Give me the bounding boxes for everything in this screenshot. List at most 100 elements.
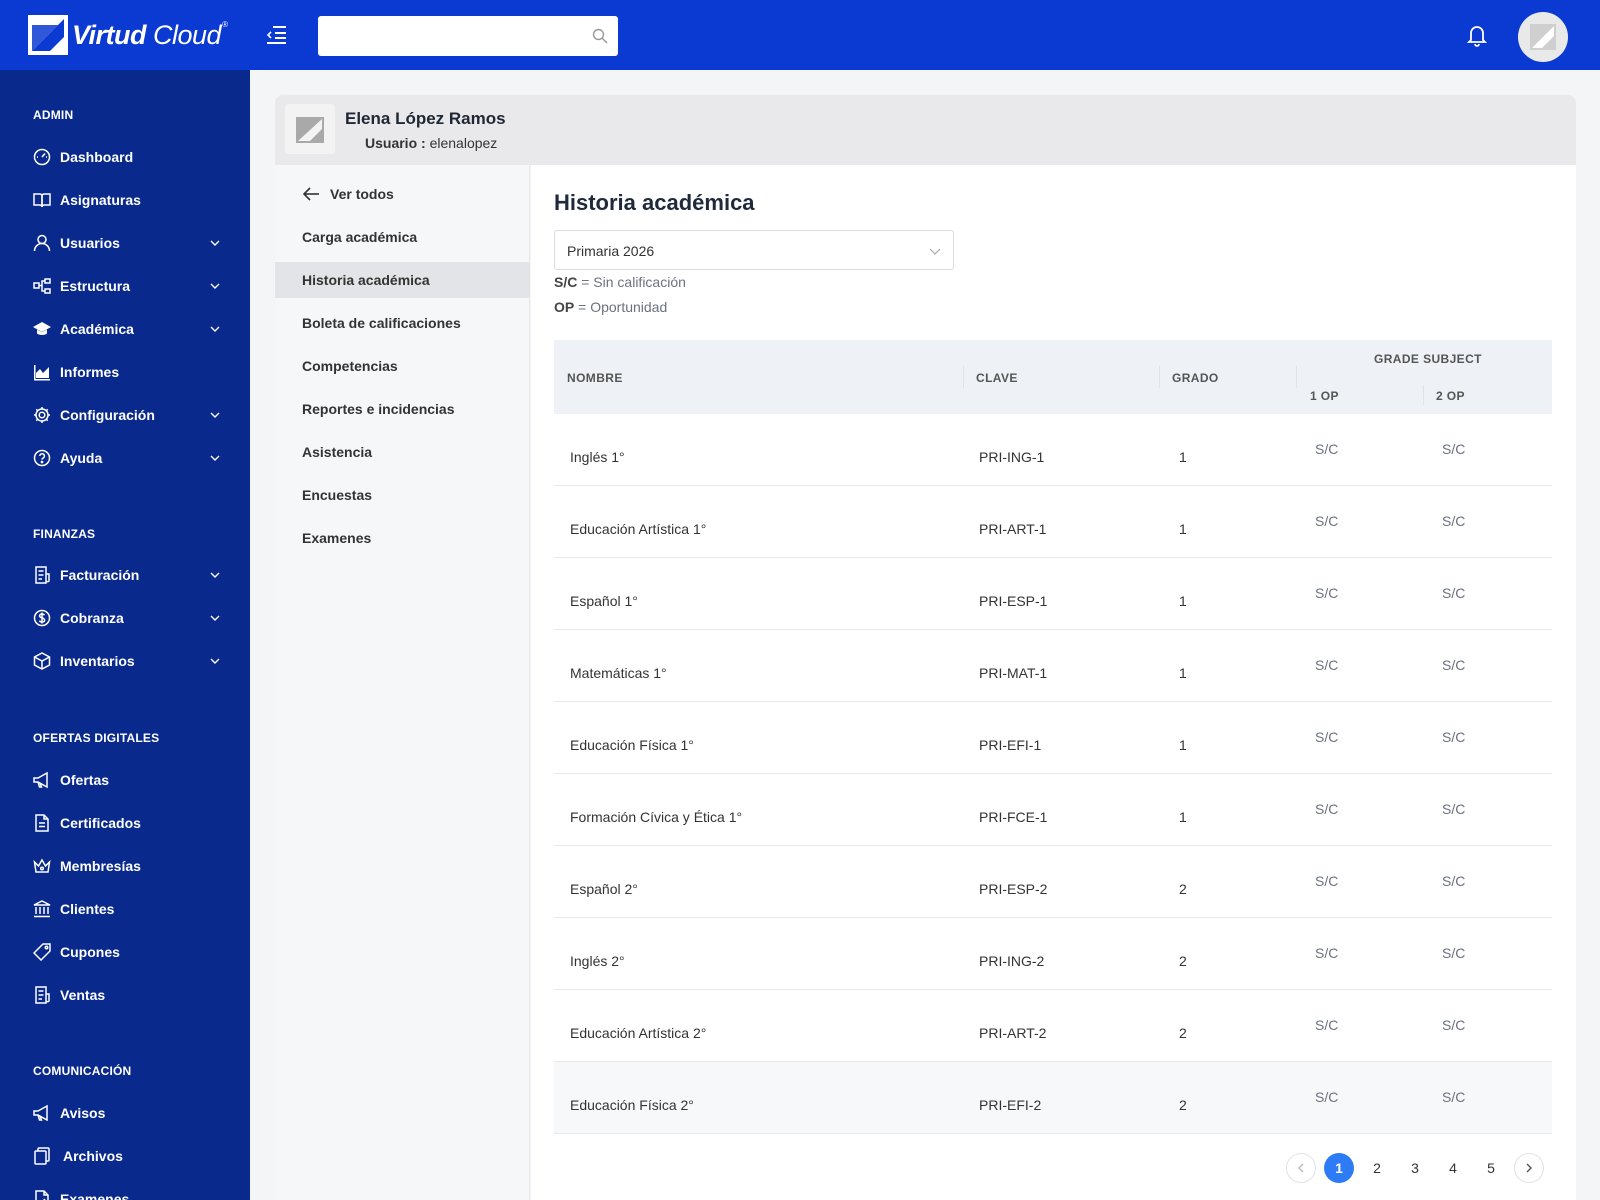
dollar-icon	[33, 609, 51, 627]
sidebar-item-facturacion[interactable]: Facturación	[0, 555, 250, 595]
sidebar-item-ofertas[interactable]: Ofertas	[0, 760, 250, 800]
sidebar-item-configuracion[interactable]: Configuración	[0, 395, 250, 435]
subnav-item-historia-academica[interactable]: Historia académica	[275, 262, 530, 298]
table-row[interactable]: Español 1° PRI-ESP-1 1 S/C S/C	[554, 558, 1552, 630]
table-row[interactable]: Español 2° PRI-ESP-2 2 S/C S/C	[554, 846, 1552, 918]
next-page-button[interactable]	[1514, 1153, 1544, 1183]
subnav-item-competencias[interactable]: Competencias	[302, 358, 398, 374]
legend-abbr: S/C	[554, 274, 578, 290]
column-header-op2[interactable]: 2 OP	[1436, 389, 1465, 403]
sidebar-item-dashboard[interactable]: Dashboard	[0, 137, 250, 177]
column-divider	[1296, 366, 1297, 388]
cell-op2: S/C	[1442, 729, 1466, 745]
page-button[interactable]: 5	[1487, 1160, 1495, 1176]
chevron-left-icon	[1298, 1163, 1304, 1173]
subnav-item-carga-academica[interactable]: Carga académica	[302, 229, 418, 245]
chevron-down-icon	[210, 283, 220, 289]
column-divider	[1159, 366, 1160, 388]
column-header-nombre[interactable]: NOMBRE	[567, 371, 623, 385]
page-title: Historia académica	[554, 190, 755, 215]
user-avatar[interactable]	[1518, 12, 1568, 62]
profile-photo	[285, 104, 335, 154]
sidebar-item-academica[interactable]: Académica	[0, 309, 250, 349]
sidebar-item-examenes[interactable]: Examenes	[0, 1179, 250, 1200]
period-select[interactable]: Primaria 2026	[554, 230, 954, 270]
page-button[interactable]: 1	[1324, 1153, 1354, 1183]
cell-grado: 1	[1179, 665, 1187, 681]
profile-name: Elena López Ramos	[345, 109, 506, 128]
chart-icon	[34, 365, 50, 381]
cell-nombre: Educación Física 1°	[570, 737, 694, 753]
back-label: Ver todos	[330, 186, 394, 202]
student-subnav: Ver todos Carga académica Historia acadé…	[275, 165, 530, 1200]
table-row[interactable]: Educación Artística 2° PRI-ART-2 2 S/C S/C	[554, 990, 1552, 1062]
cell-op1: S/C	[1315, 657, 1339, 673]
files-icon	[34, 1147, 50, 1165]
sidebar-item-membresias[interactable]: Membresías	[0, 846, 250, 886]
legend-sc: S/C = Sin calificación	[554, 274, 686, 290]
megaphone-icon	[33, 1104, 48, 1122]
table-row[interactable]: Educación Física 1° PRI-EFI-1 1 S/C S/C	[554, 702, 1552, 774]
sidebar-item-cobranza[interactable]: Cobranza	[0, 598, 250, 638]
chevron-down-icon	[210, 412, 220, 418]
table-row[interactable]: Educación Artística 1° PRI-ART-1 1 S/C S/C	[554, 486, 1552, 558]
column-header-grado[interactable]: GRADO	[1172, 371, 1219, 385]
brand-logo[interactable]: Virtud Cloud®	[28, 15, 228, 55]
cell-op2: S/C	[1442, 585, 1466, 601]
invoice-icon	[35, 566, 50, 584]
sidebar-item-label: Certificados	[60, 815, 141, 831]
page-button[interactable]: 4	[1449, 1160, 1457, 1176]
username-value: elenalopez	[429, 135, 498, 151]
notifications-bell-icon[interactable]	[1466, 23, 1488, 47]
cell-op2: S/C	[1442, 873, 1466, 889]
sidebar-item-ventas[interactable]: Ventas	[0, 975, 250, 1015]
cell-nombre: Educación Artística 1°	[570, 521, 707, 537]
back-to-all-link[interactable]: Ver todos	[275, 176, 530, 212]
sidebar-item-ayuda[interactable]: Ayuda	[0, 438, 250, 478]
subnav-item-asistencia[interactable]: Asistencia	[302, 444, 373, 460]
sidebar-item-usuarios[interactable]: Usuarios	[0, 223, 250, 263]
column-header-op1[interactable]: 1 OP	[1310, 389, 1339, 403]
cell-grado: 1	[1179, 809, 1187, 825]
sidebar-item-estructura[interactable]: Estructura	[0, 266, 250, 306]
sidebar-item-label: Ayuda	[60, 450, 103, 466]
user-icon	[33, 234, 51, 252]
sidebar-item-label: Membresías	[60, 858, 141, 874]
subnav-item-encuestas[interactable]: Encuestas	[302, 487, 373, 503]
table-row[interactable]: Inglés 1° PRI-ING-1 1 S/C S/C	[554, 414, 1552, 486]
table-row[interactable]: Formación Cívica y Ética 1° PRI-FCE-1 1 S/C…	[554, 774, 1552, 846]
sidebar-item-certificados[interactable]: Certificados	[0, 803, 250, 843]
sidebar-item-informes[interactable]: Informes	[0, 352, 250, 392]
search-icon[interactable]	[592, 28, 608, 44]
chevron-down-icon	[210, 326, 220, 332]
sidebar-item-label: Asignaturas	[60, 192, 141, 208]
sidebar-item-avisos[interactable]: Avisos	[0, 1093, 250, 1133]
subnav-item-boleta[interactable]: Boleta de calificaciones	[302, 315, 461, 331]
sidebar-item-inventarios[interactable]: Inventarios	[0, 641, 250, 681]
subnav-item-examenes[interactable]: Examenes	[302, 530, 372, 546]
sidebar-item-clientes[interactable]: Clientes	[0, 889, 250, 929]
page-button[interactable]: 2	[1373, 1160, 1381, 1176]
prev-page-button[interactable]	[1286, 1153, 1316, 1183]
main-panel: Historia académica Primaria 2026 S/C = S…	[531, 165, 1576, 1200]
chevron-down-icon	[210, 615, 220, 621]
column-header-clave[interactable]: CLAVE	[976, 371, 1018, 385]
cell-clave: PRI-MAT-1	[979, 665, 1048, 681]
menu-toggle-icon[interactable]	[264, 22, 290, 48]
book-icon	[33, 193, 51, 208]
sidebar-item-asignaturas[interactable]: Asignaturas	[0, 180, 250, 220]
subnav-item-reportes[interactable]: Reportes e incidencias	[302, 401, 455, 417]
cell-clave: PRI-ART-2	[979, 1025, 1047, 1041]
table-row[interactable]: Educación Física 2° PRI-EFI-2 2 S/C S/C	[554, 1062, 1552, 1134]
sidebar-item-cupones[interactable]: Cupones	[0, 932, 250, 972]
sidebar-section-title: ADMIN	[33, 108, 74, 122]
logo-mark-icon	[28, 15, 68, 55]
search-input[interactable]	[318, 16, 578, 56]
cell-nombre: Matemáticas 1°	[570, 665, 667, 681]
table-row[interactable]: Inglés 2° PRI-ING-2 2 S/C S/C	[554, 918, 1552, 990]
sidebar-item-archivos[interactable]: Archivos	[0, 1136, 250, 1176]
page-button[interactable]: 3	[1411, 1160, 1419, 1176]
tag-icon	[33, 943, 51, 961]
table-row[interactable]: Matemáticas 1° PRI-MAT-1 1 S/C S/C	[554, 630, 1552, 702]
cell-clave: PRI-EFI-1	[979, 737, 1042, 753]
